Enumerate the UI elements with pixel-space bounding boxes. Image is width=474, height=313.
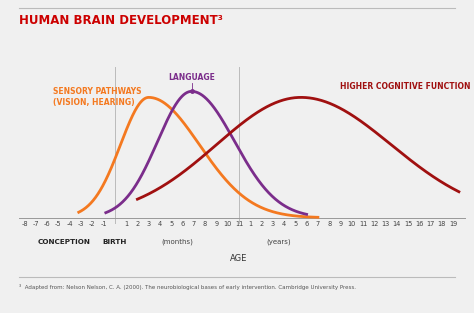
Text: HUMAN BRAIN DEVELOPMENT³: HUMAN BRAIN DEVELOPMENT³ (19, 14, 223, 27)
Text: HIGHER COGNITIVE FUNCTION: HIGHER COGNITIVE FUNCTION (340, 82, 471, 91)
Text: ³  Adapted from: Nelson Nelson, C. A. (2000). The neurobiological bases of early: ³ Adapted from: Nelson Nelson, C. A. (20… (19, 284, 356, 290)
Text: BIRTH: BIRTH (103, 239, 127, 245)
Text: AGE: AGE (230, 254, 247, 264)
Text: LANGUAGE: LANGUAGE (168, 73, 215, 82)
Text: CONCEPTION: CONCEPTION (37, 239, 91, 245)
Text: SENSORY PATHWAYS
(VISION, HEARING): SENSORY PATHWAYS (VISION, HEARING) (53, 87, 141, 107)
Text: (years): (years) (266, 239, 291, 245)
Text: (months): (months) (161, 239, 193, 245)
